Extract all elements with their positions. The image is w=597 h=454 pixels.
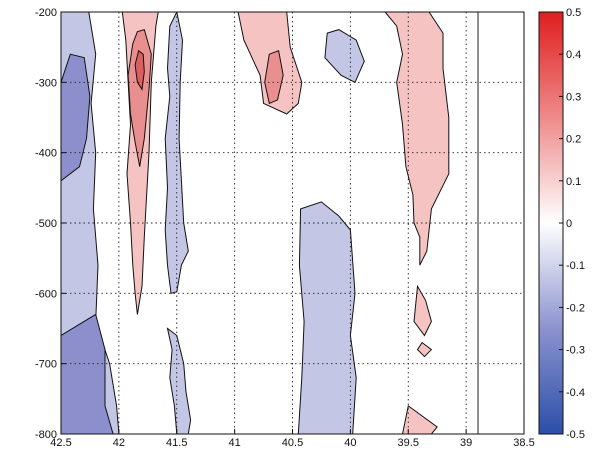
x-axis: 42.5 42 41.5 41 40.5 40 39.5 39 38.5 (50, 429, 535, 449)
contour-region-3 (61, 313, 114, 434)
contour-region-5 (127, 28, 152, 167)
colorbar-tick-label: -0.3 (566, 345, 585, 357)
y-tick-label: -300 (35, 77, 57, 89)
colorbar: 0.5 0.4 0.3 0.2 0.1 0 -0.1 -0.2 -0.3 -0.4 -0.5 (538, 7, 585, 441)
x-tick-label: 39.5 (398, 437, 419, 449)
colorbar-tick-label: -0.2 (566, 302, 585, 314)
contour-region-6 (134, 49, 145, 91)
colorbar-tick-label: 0.4 (566, 49, 581, 61)
colorbar-tick-label: 0.5 (566, 7, 581, 19)
grid-lines (61, 12, 524, 434)
x-tick-label: 42.5 (50, 437, 71, 449)
x-tick-label: 41 (229, 437, 241, 449)
x-tick-label: 39 (460, 437, 472, 449)
y-tick-label: -600 (35, 288, 57, 300)
y-axis: -200 -300 -400 -500 -600 -700 -800 (35, 7, 66, 441)
contour-region-15 (416, 341, 433, 358)
y-tick-label: -800 (35, 429, 57, 441)
colorbar-ticks: 0.5 0.4 0.3 0.2 0.1 0 -0.1 -0.2 -0.3 -0.4 -0.5 (559, 7, 585, 441)
contour-region-13 (384, 12, 450, 266)
x-tick-label: 40 (344, 437, 356, 449)
plot-area (60, 11, 525, 435)
x-tick-label: 41.5 (166, 437, 187, 449)
contour-region-12 (297, 201, 357, 434)
colorbar-tick-label: 0.1 (566, 176, 581, 188)
y-tick-label: -200 (35, 7, 57, 19)
y-tick-label: -700 (35, 359, 57, 371)
contour-regions (61, 12, 450, 434)
colorbar-tick-label: -0.5 (566, 429, 585, 441)
x-tick-label: 42 (113, 437, 125, 449)
contour-region-11 (324, 29, 365, 83)
colorbar-tick-label: 0.3 (566, 91, 581, 103)
colorbar-tick-label: -0.4 (566, 387, 585, 399)
x-tick-label: 38.5 (513, 437, 534, 449)
contour-region-2 (61, 53, 91, 182)
x-tick-label: 40.5 (282, 437, 303, 449)
contour-region-8 (166, 327, 192, 434)
y-tick-label: -400 (35, 148, 57, 160)
contour-region-14 (413, 284, 432, 337)
contour-region-16 (401, 405, 438, 434)
colorbar-tick-label: 0 (566, 218, 572, 230)
colorbar-tick-label: 0.2 (566, 134, 581, 146)
y-tick-label: -500 (35, 218, 57, 230)
colorbar-tick-label: -0.1 (566, 260, 585, 272)
